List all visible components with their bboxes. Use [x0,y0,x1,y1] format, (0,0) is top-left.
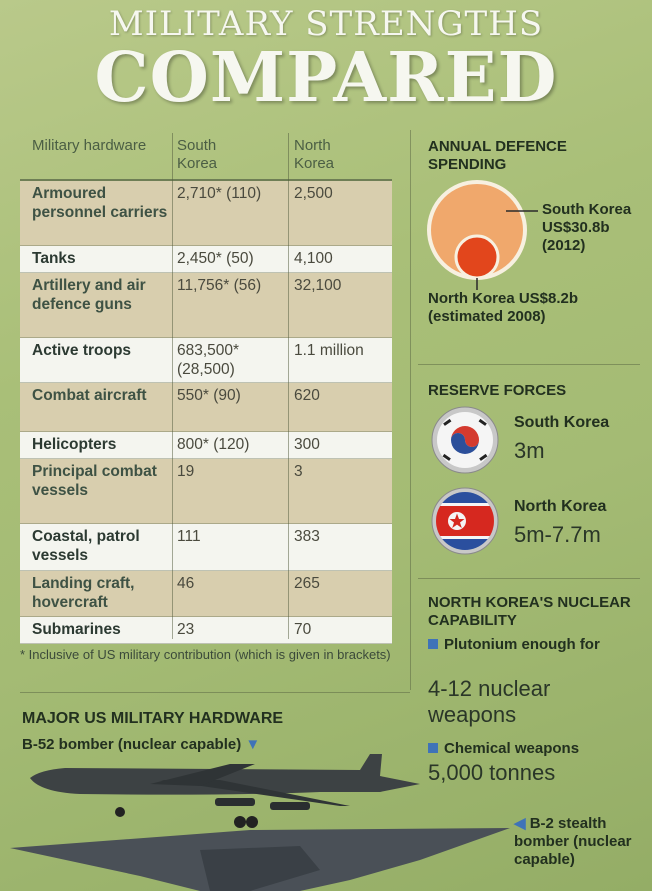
table-row: Helicopters 800* (120) 300 [20,432,392,459]
north-korea-spending-label: North Korea US$8.2b (estimated 2008) [428,290,579,325]
row-north-value: 4,100 [294,250,333,267]
row-north-value: 300 [294,436,320,453]
arrow-down-icon: ▼ [245,736,261,753]
nuclear-plutonium-label: Plutonium enough for [428,636,628,654]
row-label: Armoured personnel carriers [32,185,168,221]
nuclear-title: NORTH KOREA'S NUCLEAR CAPABILITY [428,594,631,629]
row-south-value: 111 [177,528,201,545]
section-divider [418,578,640,579]
reserve-south-value: 3m [514,438,545,463]
row-north-value: 70 [294,621,312,638]
header-hardware: Military hardware [32,137,147,154]
row-north-value: 3 [294,463,303,480]
column-divider [410,130,411,690]
table-row: Tanks 2,450* (50) 4,100 [20,246,392,273]
row-label: Landing craft, hovercraft [32,575,135,611]
spending-title: ANNUAL DEFENCE SPENDING [428,138,567,173]
north-korea-spending-circle [454,234,500,280]
row-south-value: 23 [177,621,195,638]
row-label: Principal combat vessels [32,463,157,499]
table-row: Armoured personnel carriers 2,710* (110)… [20,181,392,246]
row-south-value: 11,756* (56) [177,277,262,294]
reserve-north-name: North Korea [514,498,607,515]
column-divider [172,133,173,639]
row-south-value: 2,450* (50) [177,250,254,267]
row-south-value: 800* (120) [177,436,250,453]
row-north-value: 383 [294,528,320,545]
row-label: Helicopters [32,436,117,453]
header-north-korea: North Korea [294,137,335,172]
title-line-2: COMPARED [94,38,558,118]
row-south-value: 46 [177,575,195,592]
row-label: Tanks [32,250,76,267]
row-label: Coastal, patrol vessels [32,528,140,564]
b52-bomber-image [30,754,420,828]
table-row: Active troops 683,500* (28,500) 1.1 mill… [20,338,392,383]
spending-bubble-chart [427,180,538,290]
section-divider [20,692,410,693]
table-header: Military hardware South Korea North Kore… [20,133,392,181]
row-south-value: 550* (90) [177,387,241,404]
reserve-title: RESERVE FORCES [428,382,567,399]
row-north-value: 1.1 million [294,342,364,359]
b52-label: B-52 bomber (nuclear capable) ▼ [22,736,261,753]
table-row: Coastal, patrol vessels 111 383 [20,524,392,571]
reserve-north-value: 5m-7.7m [514,522,601,547]
south-korea-flag-icon [431,406,499,474]
row-label: Artillery and air defence guns [32,277,146,313]
section-divider [418,364,640,365]
b2-stealth-bomber-image [10,828,510,891]
south-korea-spending-label: South Korea US$30.8b (2012) [542,201,632,254]
row-south-value: 683,500* (28,500) [177,342,240,378]
table-row: Principal combat vessels 19 3 [20,459,392,524]
table-row: Combat aircraft 550* (90) 620 [20,383,392,432]
north-korea-flag-icon [431,487,499,555]
reserve-south-name: South Korea [514,414,610,431]
arrow-left-icon: ◀ [514,815,526,832]
row-north-value: 32,100 [294,277,342,294]
table-row: Landing craft, hovercraft 46 265 [20,571,392,617]
row-north-value: 265 [294,575,320,592]
row-label: Active troops [32,342,132,359]
row-label: Submarines [32,621,121,638]
us-hardware-title: MAJOR US MILITARY HARDWARE [22,710,284,727]
title-line-1: MILITARY STRENGTHS [108,4,544,44]
nuclear-chemical-label: Chemical weapons [428,740,643,758]
bullet-square-icon [428,743,438,753]
nuclear-chemical-value: 5,000 tonnes [428,760,556,785]
table-row: Artillery and air defence guns 11,756* (… [20,273,392,338]
nuclear-plutonium-value: 4-12 nuclear weapons [428,676,551,727]
footnote: * Inclusive of US military contribution … [20,647,391,662]
row-north-value: 620 [294,387,320,404]
hardware-table: Military hardware South Korea North Kore… [20,133,392,644]
row-south-value: 2,710* (110) [177,185,262,202]
table-row: Submarines 23 70 [20,617,392,644]
row-label: Combat aircraft [32,387,147,404]
bullet-square-icon [428,639,438,649]
header-south-korea: South Korea [177,137,218,172]
row-north-value: 2,500 [294,185,333,202]
column-divider [288,133,289,639]
b2-label: ◀ B-2 stealth bomber (nuclear capable) [514,815,632,868]
row-south-value: 19 [177,463,195,480]
